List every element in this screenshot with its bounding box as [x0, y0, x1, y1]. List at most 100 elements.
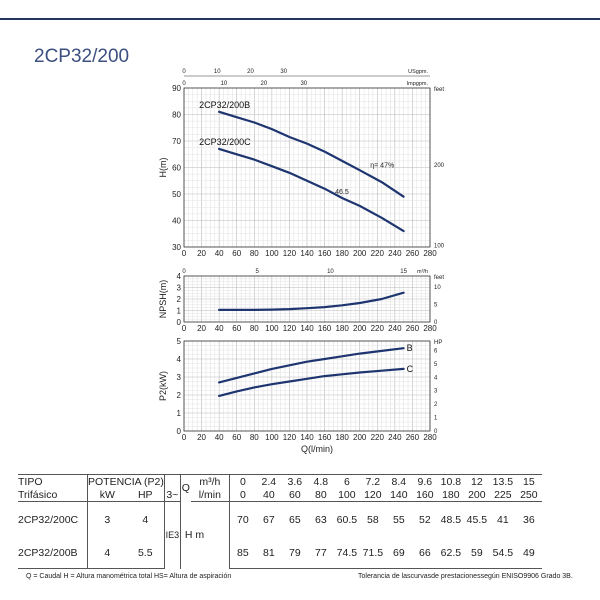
- x-tick-label: 220: [371, 324, 385, 333]
- x-tick-label: 180: [335, 433, 349, 442]
- th-potencia: POTENCIA (P2): [87, 474, 165, 488]
- y-tick-label: 2: [177, 391, 182, 400]
- cell-m3h: 3.6: [281, 474, 308, 488]
- cell-h: 60.5: [336, 514, 358, 526]
- cell-lmin: 200: [463, 488, 490, 502]
- annotation: 46.5: [335, 189, 349, 196]
- x-tick-label: 80: [250, 433, 259, 442]
- x-tick-label: 120: [283, 249, 297, 258]
- plot-frame: [183, 275, 431, 323]
- cell-h: 62.5: [437, 538, 464, 569]
- x-tick-label: 60: [232, 433, 241, 442]
- th-ie: IE3: [163, 501, 181, 569]
- x-tick-label: 160: [318, 433, 332, 442]
- x-tick-label: 180: [335, 324, 349, 333]
- y-tick-label: 50: [172, 190, 181, 199]
- cell-m3h: 9.6: [411, 474, 438, 488]
- th-m3h: m³/h: [190, 474, 230, 488]
- row-kw: 3: [86, 501, 127, 538]
- y-tick-label: 4: [177, 355, 182, 364]
- x-axis-label: Q(l/min): [301, 444, 333, 454]
- cell-h: 77: [307, 538, 334, 569]
- top-tick-label: 0: [182, 269, 186, 275]
- top-tick-label: 0: [182, 81, 186, 87]
- cell-h: 81: [255, 538, 282, 569]
- right-tick-label: 10: [434, 285, 441, 291]
- x-tick-label: 120: [283, 324, 297, 333]
- series-line: [218, 347, 405, 384]
- annotation: η= 47%: [370, 163, 394, 170]
- th-kw: kW: [86, 488, 127, 502]
- x-tick-label: 200: [353, 433, 367, 442]
- y-tick-label: 3: [177, 284, 182, 293]
- x-tick-label: 240: [388, 433, 402, 442]
- series-label: B: [407, 343, 413, 353]
- cell-h: 71.5: [359, 538, 386, 569]
- x-tick-label: 180: [335, 249, 349, 258]
- cell-h: 48.5: [440, 514, 462, 526]
- x-tick-label: 40: [215, 249, 224, 258]
- cell-lmin: 225: [489, 488, 516, 502]
- top-tick-label: 20: [247, 69, 254, 75]
- th-hp: HP: [126, 488, 165, 502]
- cell-m3h: 6: [333, 474, 360, 488]
- top-axis-unit: USgpm.: [408, 69, 428, 75]
- row-model: 2CP32/200B: [18, 538, 88, 569]
- x-tick-label: 280: [423, 324, 437, 333]
- th-q: Q: [179, 474, 191, 502]
- x-tick-label: 240: [388, 249, 402, 258]
- cell-m3h: 10.8: [437, 474, 464, 488]
- x-tick-label: 100: [265, 433, 279, 442]
- x-tick-label: 140: [300, 249, 314, 258]
- y-axis-label: P2(kW): [158, 371, 168, 401]
- top-axis-unit: m³/h: [417, 269, 428, 275]
- cell-lmin: 180: [437, 488, 464, 502]
- th-trifasico: Trifásico: [18, 488, 88, 502]
- cell-m3h: 7.2: [359, 474, 386, 488]
- series-line: [218, 147, 405, 233]
- footer-tolerance: Tolerancia de lascurvasde prestacionesse…: [358, 573, 573, 580]
- series-line: [218, 110, 405, 198]
- cell-h: 58: [367, 514, 379, 526]
- right-tick-label: 4: [434, 375, 438, 381]
- cell-h: 45.5: [466, 514, 488, 526]
- x-tick-label: 260: [406, 433, 420, 442]
- cell-h: 85: [228, 538, 256, 569]
- y-tick-label: 1: [177, 409, 182, 418]
- plot-frame: [183, 87, 431, 248]
- y-axis-label: NPSH(m): [158, 280, 168, 319]
- x-tick-label: 20: [197, 433, 206, 442]
- spec-table: TIPO POTENCIA (P2) Q m³/h 0 2.4 3.6 4.8 …: [18, 474, 542, 569]
- series-label: 2CP32/200B: [199, 100, 250, 110]
- cell-h: 49: [515, 538, 542, 569]
- right-tick-label: 5: [434, 362, 438, 368]
- cell-h: 70: [228, 501, 256, 538]
- cell-h: 55: [393, 514, 405, 526]
- right-tick-label: 5: [434, 302, 438, 308]
- row-kw: 4: [86, 538, 127, 569]
- cell-h: 79: [281, 538, 308, 569]
- header-rule: [0, 18, 600, 20]
- x-tick-label: 20: [197, 324, 206, 333]
- series-line: [218, 367, 405, 397]
- x-tick-label: 280: [423, 249, 437, 258]
- cell-m3h: 12: [463, 474, 490, 488]
- cell-h: 54.5: [489, 538, 516, 569]
- y-tick-label: 4: [177, 272, 182, 281]
- top-tick-label: 30: [280, 69, 287, 75]
- x-tick-label: 0: [182, 249, 187, 258]
- th-phase: 3~: [163, 488, 181, 502]
- cell-m3h: 0: [228, 474, 256, 488]
- top-tick-label: 30: [300, 81, 307, 87]
- x-tick-label: 200: [353, 324, 367, 333]
- cell-lmin: 60: [281, 488, 308, 502]
- y-tick-label: 80: [172, 111, 181, 120]
- plot-frame: [183, 340, 431, 432]
- cell-lmin: 250: [515, 488, 542, 502]
- row-model: 2CP32/200C: [18, 514, 79, 526]
- x-tick-label: 80: [250, 324, 259, 333]
- y-axis-label: H(m): [158, 158, 168, 178]
